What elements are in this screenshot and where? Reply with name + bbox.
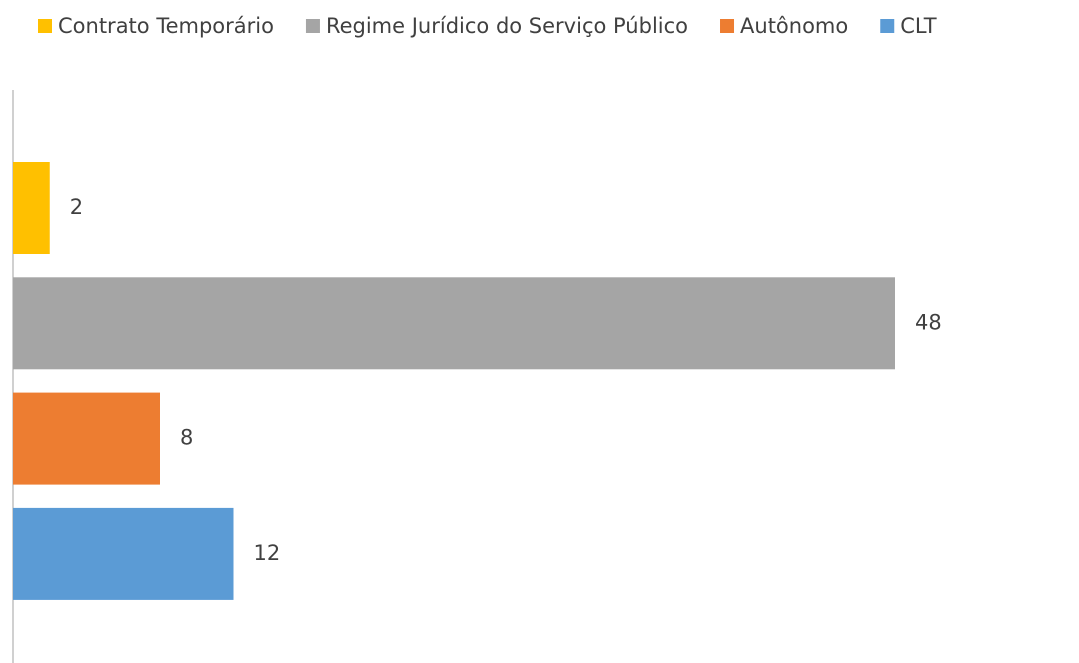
- legend-swatch: [880, 19, 895, 33]
- data-label: 48: [915, 310, 942, 334]
- bar: [13, 392, 160, 485]
- bar: [13, 162, 50, 254]
- legend-swatch: [720, 19, 735, 33]
- bar: [13, 277, 895, 370]
- data-label: 12: [254, 541, 281, 565]
- legend-swatch: [305, 19, 320, 33]
- bar: [13, 507, 234, 600]
- data-label: 2: [70, 195, 83, 219]
- legend-label: Autônomo: [740, 14, 848, 38]
- legend-label: Contrato Temporário: [58, 14, 274, 38]
- data-label: 8: [180, 426, 193, 450]
- legend-label: CLT: [900, 14, 936, 38]
- legend-swatch: [38, 19, 52, 33]
- legend-label: Regime Jurídico do Serviço Público: [326, 14, 688, 38]
